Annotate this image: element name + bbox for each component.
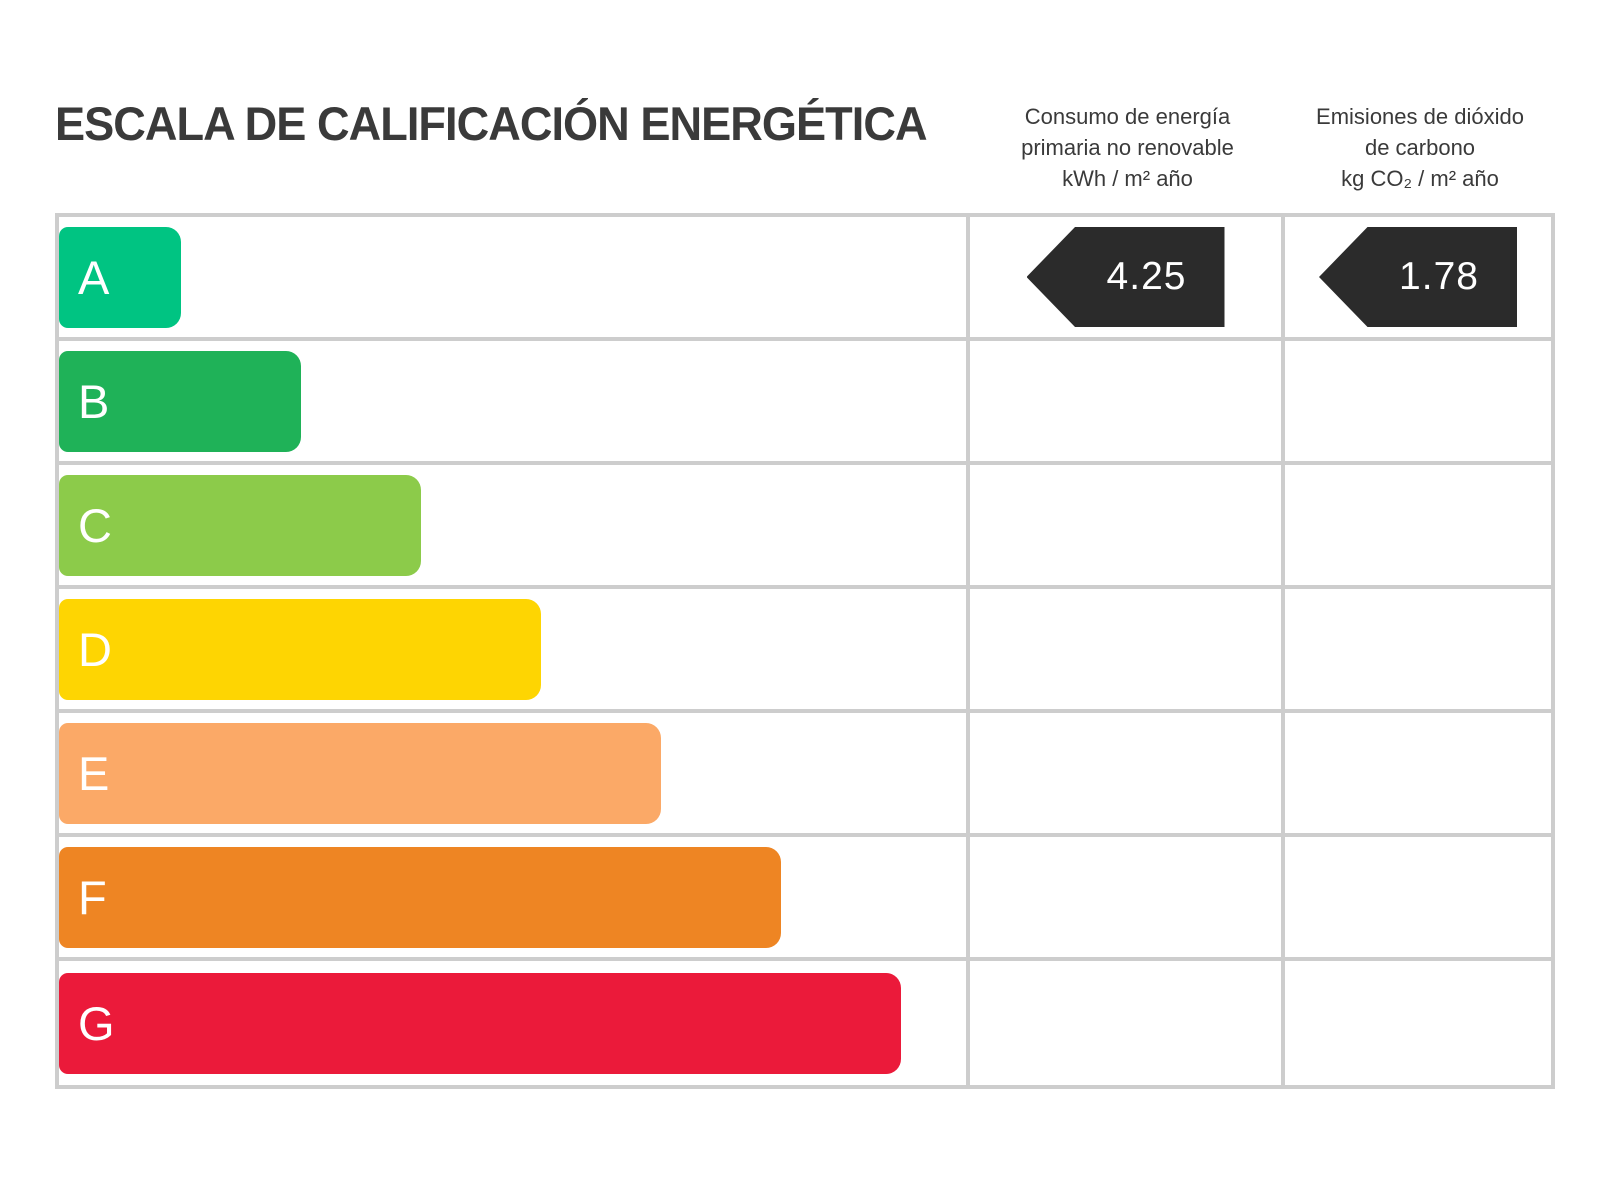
rating-letter-f: F: [78, 870, 107, 924]
consumption-cell-e: [970, 713, 1285, 837]
rating-bar-a: A: [59, 226, 181, 328]
consumption-cell-a: 4.25: [970, 217, 1285, 341]
emissions-cell-e: [1285, 713, 1551, 837]
column-header-consumption-unit: kWh / m² año: [1062, 166, 1193, 191]
rating-letter-a: A: [78, 250, 110, 304]
consumption-cell-d: [970, 589, 1285, 713]
page-title: ESCALA DE CALIFICACIÓN ENERGÉTICA: [55, 97, 928, 150]
rating-bar-e: E: [59, 722, 661, 824]
emissions-arrow: 1.78: [1319, 227, 1517, 327]
column-header-consumption-line1: Consumo de energía: [1024, 104, 1231, 129]
rating-row-b: B: [59, 341, 970, 465]
consumption-cell-b: [970, 341, 1285, 465]
column-header-emissions-unit: kg CO₂ / m² año: [1341, 166, 1499, 191]
rating-bar-b: B: [59, 350, 301, 452]
column-header-consumption-line2: primaria no renovable: [1021, 135, 1234, 160]
rating-letter-b: B: [78, 374, 110, 428]
column-header-emissions: Emisiones de dióxido de carbono kg CO₂ /…: [1285, 101, 1555, 194]
rating-row-e: E: [59, 713, 970, 837]
rating-row-a: A: [59, 217, 970, 341]
consumption-cell-g: [970, 961, 1285, 1085]
rating-letter-c: C: [78, 498, 112, 552]
column-header-emissions-line1: Emisiones de dióxido: [1316, 104, 1524, 129]
rating-bar-g: G: [59, 972, 901, 1074]
emissions-value: 1.78: [1399, 255, 1479, 298]
rating-table: A 4.25 1.78 B C D E F G: [55, 213, 1555, 1089]
emissions-cell-d: [1285, 589, 1551, 713]
column-header-consumption: Consumo de energía primaria no renovable…: [970, 101, 1285, 194]
rating-row-f: F: [59, 837, 970, 961]
emissions-cell-f: [1285, 837, 1551, 961]
rating-letter-d: D: [78, 622, 112, 676]
rating-row-c: C: [59, 465, 970, 589]
column-header-emissions-line2: de carbono: [1364, 135, 1476, 160]
rating-bar-c: C: [59, 474, 421, 576]
rating-row-d: D: [59, 589, 970, 713]
emissions-cell-a: 1.78: [1285, 217, 1551, 341]
rating-row-g: G: [59, 961, 970, 1085]
consumption-cell-c: [970, 465, 1285, 589]
consumption-cell-f: [970, 837, 1285, 961]
emissions-cell-g: [1285, 961, 1551, 1085]
rating-bar-f: F: [59, 846, 781, 948]
emissions-cell-b: [1285, 341, 1551, 465]
rating-grid: A 4.25 1.78 B C D E F G: [59, 217, 1551, 1085]
consumption-arrow: 4.25: [1026, 227, 1225, 327]
emissions-cell-c: [1285, 465, 1551, 589]
rating-letter-e: E: [78, 746, 110, 800]
rating-letter-g: G: [78, 996, 115, 1050]
rating-bar-d: D: [59, 598, 541, 700]
consumption-value: 4.25: [1106, 255, 1187, 298]
